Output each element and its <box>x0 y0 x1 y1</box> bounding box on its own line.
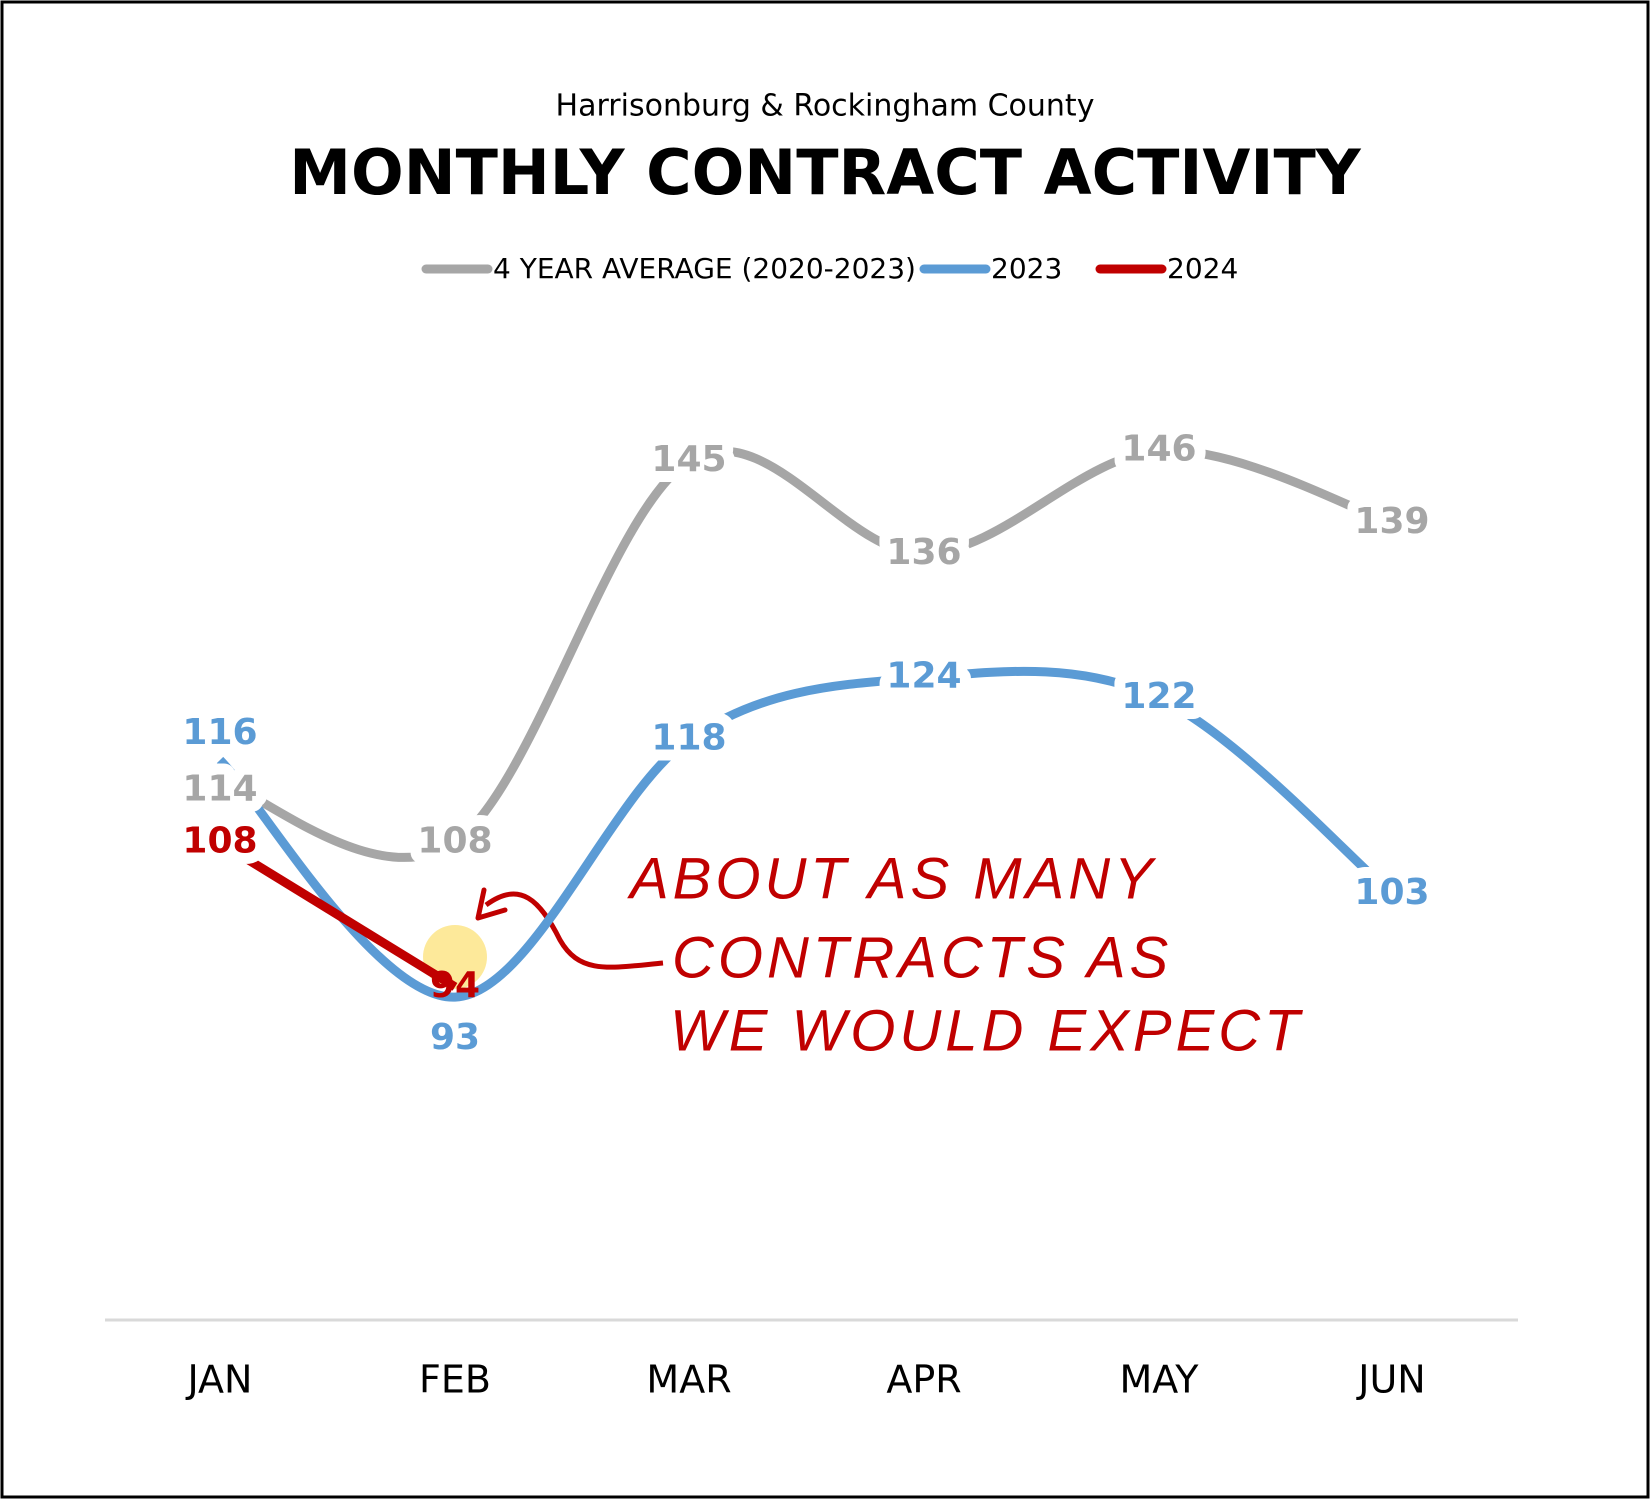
data-label: 118 <box>651 717 726 758</box>
data-label: 108 <box>182 820 257 861</box>
legend-label: 2023 <box>991 252 1062 285</box>
data-label: 136 <box>886 532 961 573</box>
data-label: 103 <box>1354 872 1429 913</box>
legend-label: 2024 <box>1167 252 1238 285</box>
data-label: 139 <box>1354 501 1429 542</box>
x-tick-label: APR <box>886 1358 961 1402</box>
series-line <box>216 666 1395 1002</box>
x-tick-label: JAN <box>186 1358 253 1402</box>
data-label: 122 <box>1121 676 1196 717</box>
legend-label: 4 YEAR AVERAGE (2020-2023) <box>493 252 916 285</box>
x-tick-label: FEB <box>419 1358 491 1402</box>
data-label: 146 <box>1121 429 1196 470</box>
annotation: CONTRACTS AS <box>672 925 1172 990</box>
chart-title: MONTHLY CONTRACT ACTIVITY <box>289 136 1361 209</box>
data-label: 124 <box>886 656 961 697</box>
series-line <box>218 446 1394 862</box>
annotation: ABOUT AS MANY <box>627 846 1157 911</box>
x-tick-label: JUN <box>1356 1358 1425 1402</box>
data-label: 145 <box>651 439 726 480</box>
data-label: 114 <box>182 769 257 810</box>
series-line <box>217 838 458 991</box>
data-label: 116 <box>182 712 257 753</box>
annotation-arrow <box>484 891 664 970</box>
x-tick-label: MAR <box>646 1358 731 1402</box>
arrow-head <box>475 887 508 921</box>
x-tick-label: MAY <box>1119 1358 1199 1402</box>
data-label: 93 <box>430 1017 480 1058</box>
annotation: WE WOULD EXPECT <box>670 998 1304 1063</box>
chart-subtitle: Harrisonburg & Rockingham County <box>556 89 1095 124</box>
data-label: 108 <box>417 820 492 861</box>
data-label: 94 <box>430 965 480 1006</box>
